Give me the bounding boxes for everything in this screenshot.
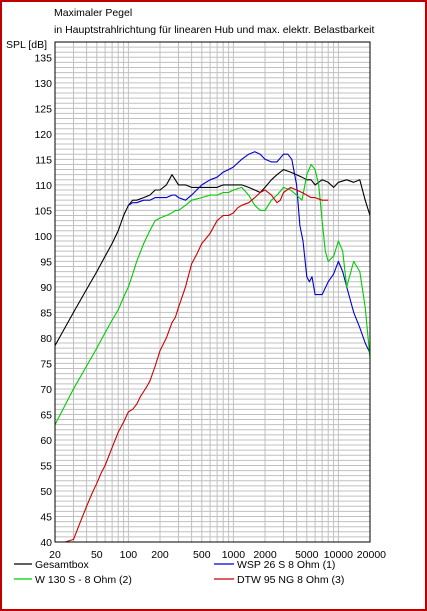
y-tick-label: 45 xyxy=(40,511,52,523)
x-tick-label: 20 xyxy=(49,549,61,561)
x-tick-label: 100 xyxy=(120,549,138,561)
y-tick-label: 80 xyxy=(40,333,52,345)
legend-label-gesamtbox: Gesamtbox xyxy=(35,559,89,571)
y-tick-label: 85 xyxy=(40,307,52,319)
y-axis-label: SPL [dB] xyxy=(6,39,47,51)
y-tick-labels: 135 130 125 120 115 110 105 100 95 90 85 80 75 70 65 60… xyxy=(34,52,52,549)
legend-label-w-130-s-8-ohm-2: W 130 S - 8 Ohm (2) xyxy=(35,574,132,586)
y-tick-label: 110 xyxy=(35,180,52,192)
y-tick-label: 95 xyxy=(40,256,52,268)
y-tick-label: 90 xyxy=(40,282,52,294)
series-line-dtw-95-ng-8-ohm-3 xyxy=(55,186,329,543)
series-line-wsp-26-s-8-ohm-1 xyxy=(128,151,371,354)
x-tick-label: 200 xyxy=(151,549,169,561)
legend: Gesamtbox WSP 26 S 8 Ohm (1) W 130 S - 8 O… xyxy=(14,559,344,586)
legend-label-wsp-26-s-8-ohm-1: WSP 26 S 8 Ohm (1) xyxy=(237,559,335,571)
y-tick-label: 65 xyxy=(40,409,52,421)
y-tick-label: 55 xyxy=(40,460,52,472)
y-tick-label: 60 xyxy=(40,435,52,447)
x-tick-label: 5000 xyxy=(295,549,319,561)
grid xyxy=(54,41,371,543)
chart-subtitle: in Hauptstrahlrichtung für linearen Hub … xyxy=(54,24,375,36)
chart-title: Maximaler Pegel xyxy=(54,7,132,19)
y-tick-label: 105 xyxy=(34,205,52,217)
x-tick-label: 2000 xyxy=(253,549,277,561)
y-tick-label: 100 xyxy=(34,231,52,243)
x-tick-label: 10000 xyxy=(324,549,353,561)
y-tick-label: 70 xyxy=(40,384,52,396)
x-tick-label: 20000 xyxy=(357,549,386,561)
y-tick-label: 125 xyxy=(34,103,52,115)
plot-frame xyxy=(54,41,371,543)
x-tick-label: 50 xyxy=(91,549,103,561)
y-tick-label: 130 xyxy=(34,78,52,90)
x-tick-label: 1000 xyxy=(222,549,246,561)
legend-label-dtw-95-ng-8-ohm-3: DTW 95 NG 8 Ohm (3) xyxy=(237,574,344,586)
x-tick-label: 500 xyxy=(193,549,211,561)
y-tick-label: 115 xyxy=(35,154,52,166)
y-tick-label: 120 xyxy=(34,129,52,141)
series-lines xyxy=(54,151,371,543)
y-tick-label: 40 xyxy=(40,537,52,549)
y-tick-label: 50 xyxy=(40,486,52,498)
x-tick-labels: 20 50 100 200 500 1000 2000 5000 10000 20000 xyxy=(49,549,386,561)
series-line-gesamtbox xyxy=(54,169,371,346)
series-line-w-130-s-8-ohm-2 xyxy=(54,163,371,425)
y-tick-label: 135 xyxy=(34,52,52,64)
y-tick-label: 75 xyxy=(40,358,52,370)
